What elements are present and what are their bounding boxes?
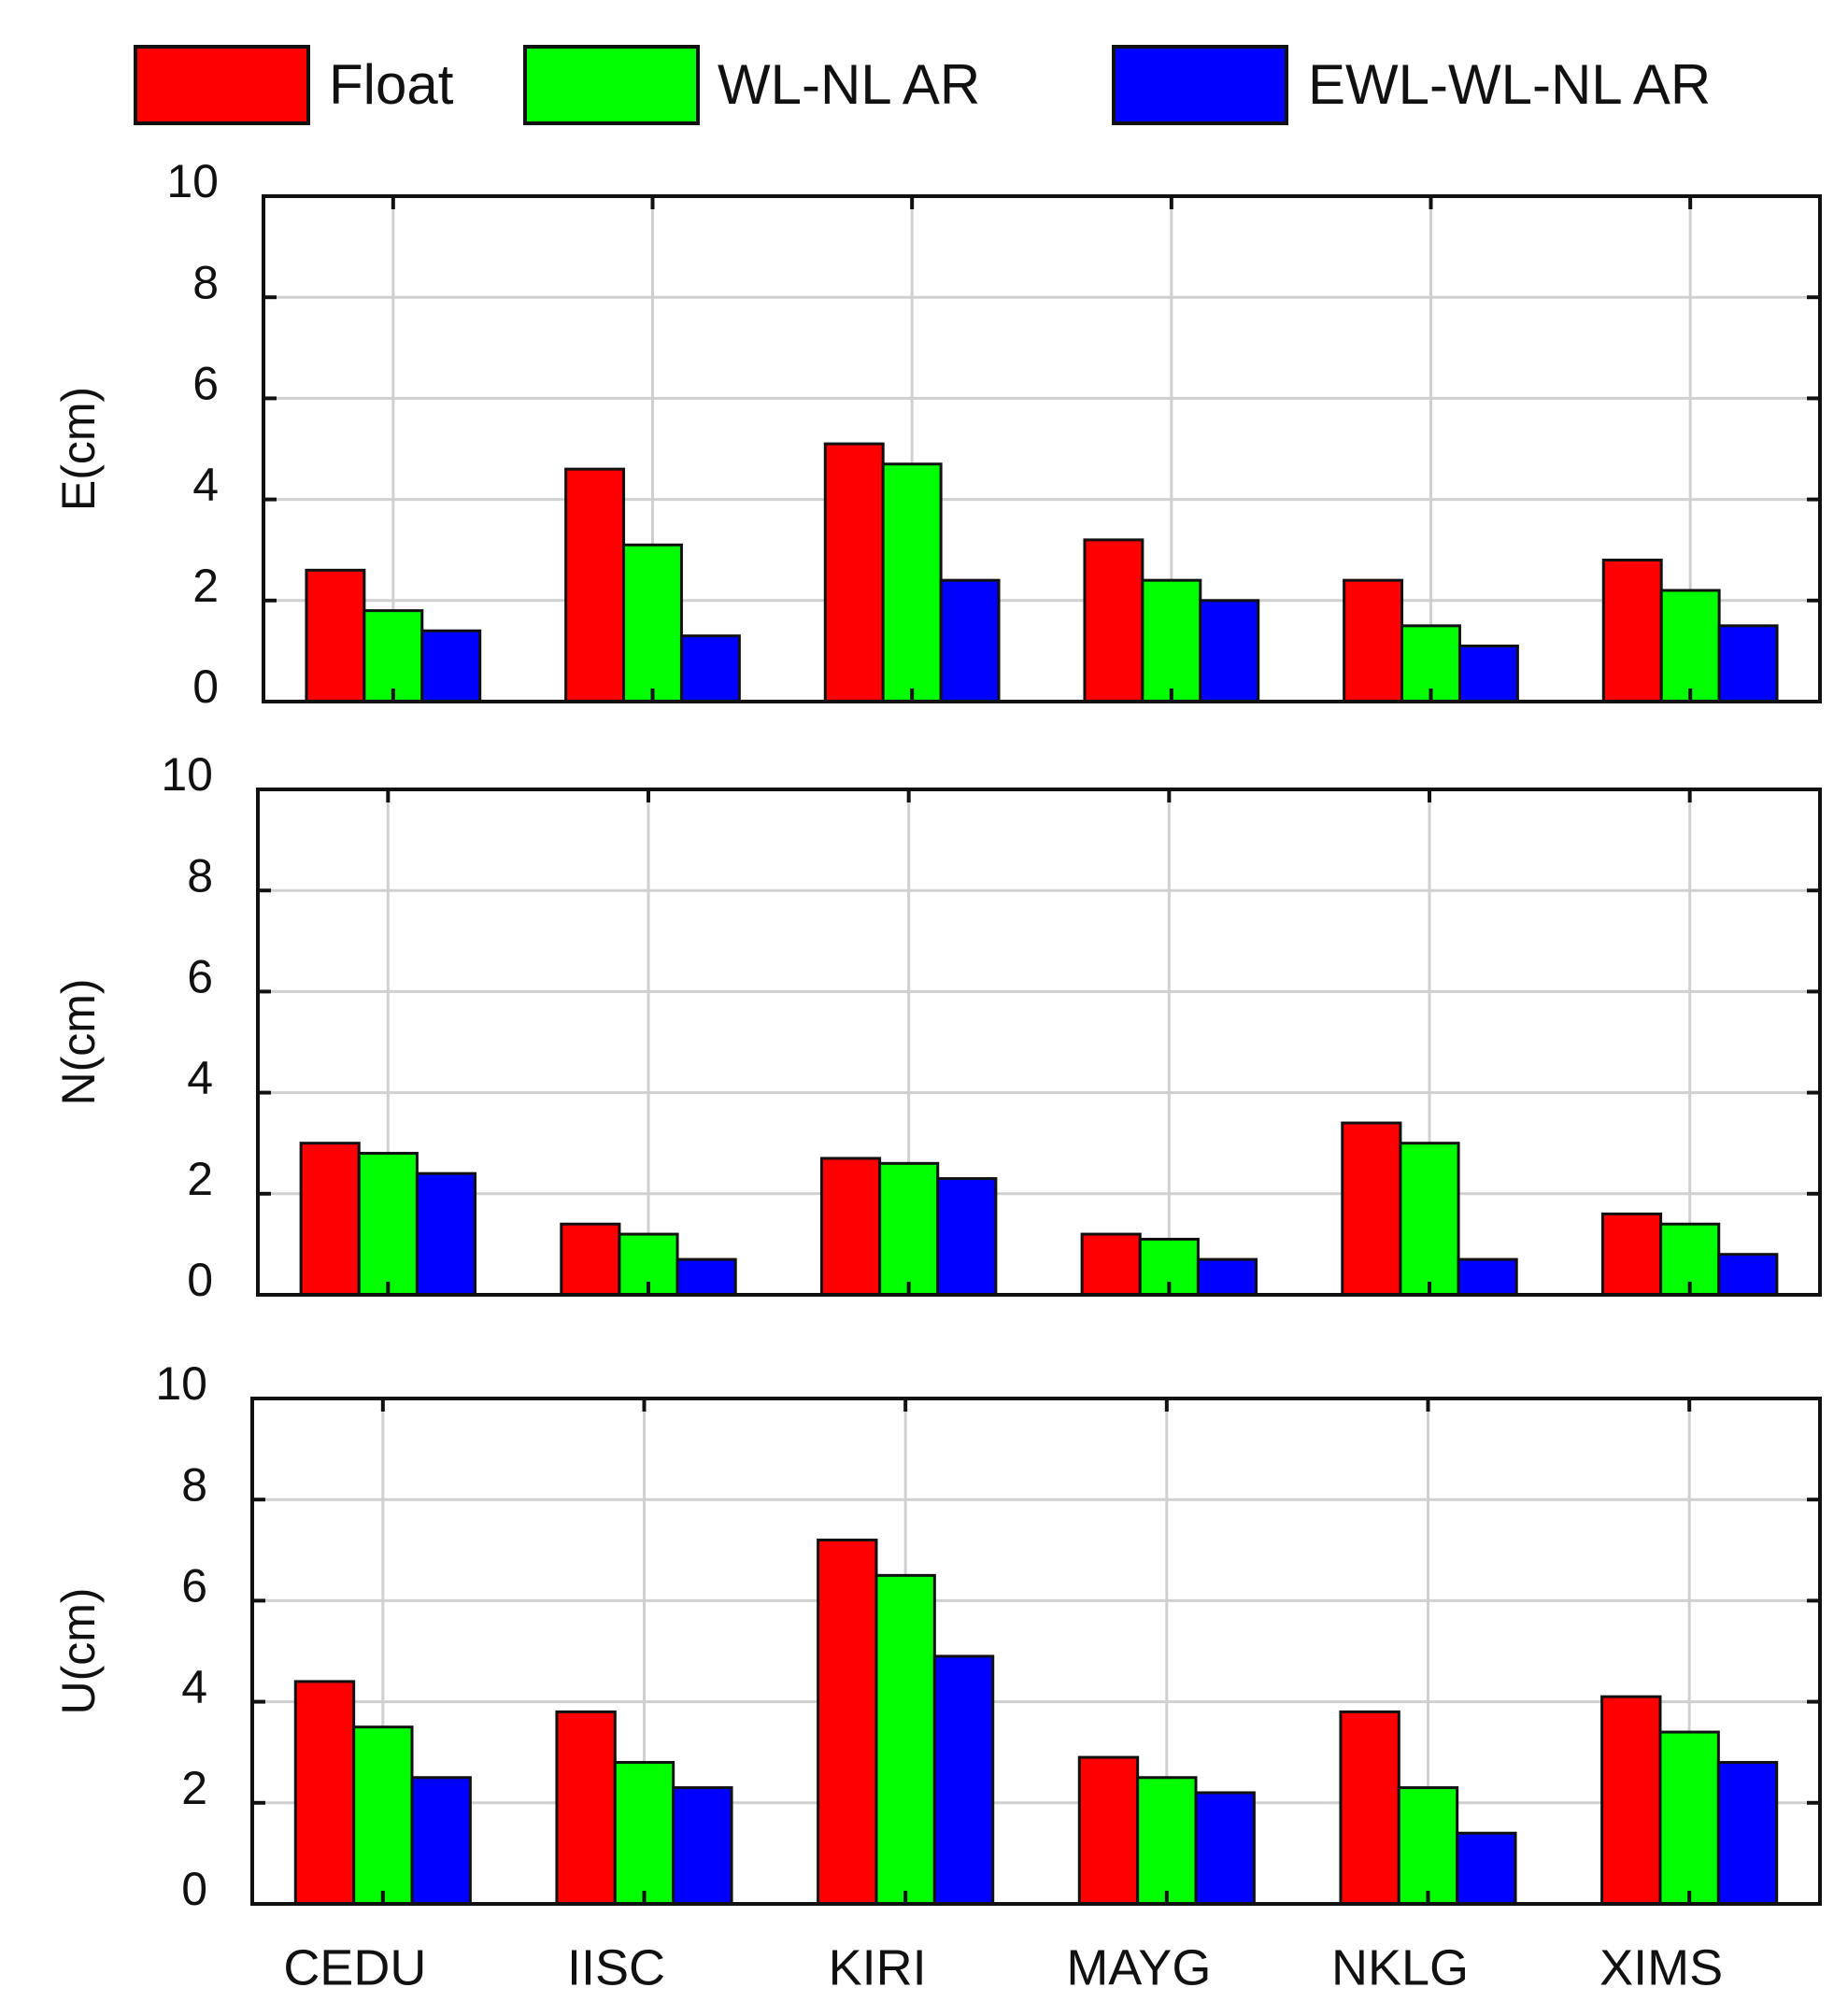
y-axis-label: U(cm) xyxy=(52,1587,105,1714)
bar-n-cm-cedu-wl-nl-ar xyxy=(357,1152,419,1297)
legend-label-ewl-wl-nl-ar: EWL-WL-NL AR xyxy=(1308,53,1711,116)
bar-e-cm-cedu-float xyxy=(305,568,366,703)
y-tick-label: 2 xyxy=(192,560,219,612)
bar-e-cm-mayg-ewl-wl-nl-ar xyxy=(1199,599,1260,703)
y-tick-label: 4 xyxy=(187,1052,213,1104)
legend-label-float: Float xyxy=(329,53,454,116)
bar-e-cm-xims-float xyxy=(1601,559,1663,703)
axes-frame xyxy=(250,1397,1822,1906)
bar-u-cm-kiri-float xyxy=(817,1538,878,1906)
bar-n-cm-nklg-float xyxy=(1341,1121,1402,1297)
axes-frame xyxy=(256,788,1822,1297)
bar-u-cm-kiri-wl-nl-ar xyxy=(874,1573,936,1906)
bar-n-cm-iisc-float xyxy=(560,1222,621,1297)
bar-e-cm-iisc-float xyxy=(564,467,626,703)
bar-n-cm-kiri-float xyxy=(819,1157,882,1297)
x-category-label-cedu: CEDU xyxy=(283,1939,426,1995)
bar-n-cm-kiri-wl-nl-ar xyxy=(878,1161,940,1297)
bar-u-cm-nklg-ewl-wl-nl-ar xyxy=(1456,1831,1517,1906)
panel-up: 0 2 4 6 8 10 U(cm) CEDU IISC KIRI MAYG NKLG XIMS xyxy=(52,1357,1822,1995)
legend-swatch-wl-nl-ar xyxy=(523,45,700,125)
y-tick-label: 8 xyxy=(192,256,219,308)
y-axis-label: E(cm) xyxy=(52,387,105,511)
bar-e-cm-mayg-wl-nl-ar xyxy=(1141,578,1202,703)
x-category-label-xims: XIMS xyxy=(1599,1939,1723,1995)
y-tick-label: 6 xyxy=(192,358,219,410)
bar-u-cm-mayg-ewl-wl-nl-ar xyxy=(1194,1791,1256,1906)
panel-north: 0 2 4 6 8 10 N(cm) xyxy=(52,748,1822,1306)
bar-e-cm-cedu-wl-nl-ar xyxy=(362,609,424,703)
y-tick-label: 10 xyxy=(155,1357,207,1410)
y-tick-label: 2 xyxy=(181,1762,207,1814)
y-tick-label: 10 xyxy=(161,748,213,801)
y-tick-label: 4 xyxy=(192,459,219,511)
bar-n-cm-xims-float xyxy=(1600,1212,1663,1297)
bar-n-cm-nklg-wl-nl-ar xyxy=(1399,1142,1460,1297)
bar-u-cm-iisc-wl-nl-ar xyxy=(613,1761,675,1906)
axes-frame xyxy=(262,194,1822,703)
bar-u-cm-iisc-ewl-wl-nl-ar xyxy=(672,1786,733,1906)
bar-u-cm-mayg-wl-nl-ar xyxy=(1136,1776,1198,1906)
legend: Float WL-NL AR EWL-WL-NL AR xyxy=(134,45,1711,125)
bar-e-cm-cedu-ewl-wl-nl-ar xyxy=(420,629,482,703)
legend-swatch-ewl-wl-nl-ar xyxy=(1112,45,1288,125)
bar-u-cm-cedu-ewl-wl-nl-ar xyxy=(410,1776,472,1906)
legend-swatch-float xyxy=(134,45,310,125)
bar-n-cm-iisc-ewl-wl-nl-ar xyxy=(675,1257,737,1297)
bar-e-cm-mayg-float xyxy=(1083,538,1144,703)
y-tick-label: 8 xyxy=(187,849,213,902)
bar-u-cm-mayg-float xyxy=(1077,1755,1140,1906)
y-tick-label: 6 xyxy=(187,951,213,1003)
bar-n-cm-mayg-ewl-wl-nl-ar xyxy=(1196,1257,1258,1297)
x-category-label-kiri: KIRI xyxy=(829,1939,927,1995)
bar-u-cm-nklg-float xyxy=(1339,1710,1400,1906)
bar-e-cm-nklg-float xyxy=(1343,578,1404,703)
y-tick-label: 0 xyxy=(192,660,219,713)
x-category-label-mayg: MAYG xyxy=(1066,1939,1211,1995)
bar-u-cm-cedu-wl-nl-ar xyxy=(352,1725,414,1906)
bar-u-cm-xims-ewl-wl-nl-ar xyxy=(1716,1761,1779,1906)
bar-e-cm-iisc-wl-nl-ar xyxy=(622,543,683,703)
bar-u-cm-cedu-float xyxy=(293,1680,356,1906)
bar-e-cm-iisc-ewl-wl-nl-ar xyxy=(679,634,741,703)
bar-u-cm-kiri-ewl-wl-nl-ar xyxy=(932,1654,995,1906)
bar-e-cm-nklg-ewl-wl-nl-ar xyxy=(1457,644,1519,703)
bar-n-cm-xims-ewl-wl-nl-ar xyxy=(1717,1253,1779,1297)
bar-n-cm-kiri-ewl-wl-nl-ar xyxy=(936,1177,998,1297)
bar-u-cm-xims-float xyxy=(1600,1695,1662,1906)
x-category-label-iisc: IISC xyxy=(567,1939,665,1995)
bar-n-cm-cedu-ewl-wl-nl-ar xyxy=(415,1171,477,1297)
bar-n-cm-mayg-float xyxy=(1080,1232,1142,1297)
bar-u-cm-iisc-float xyxy=(555,1710,617,1906)
y-tick-label: 4 xyxy=(181,1661,207,1713)
x-category-label-nklg: NKLG xyxy=(1331,1939,1469,1995)
y-tick-label: 0 xyxy=(181,1863,207,1915)
bar-u-cm-nklg-wl-nl-ar xyxy=(1397,1786,1459,1906)
bar-e-cm-kiri-wl-nl-ar xyxy=(881,462,943,703)
bar-n-cm-cedu-float xyxy=(299,1142,361,1297)
y-tick-label: 8 xyxy=(181,1458,207,1511)
bar-e-cm-xims-ewl-wl-nl-ar xyxy=(1717,624,1779,703)
panel-east: 0 2 4 6 8 10 E(cm) xyxy=(52,155,1822,713)
legend-label-wl-nl-ar: WL-NL AR xyxy=(718,53,980,116)
bar-u-cm-xims-wl-nl-ar xyxy=(1658,1730,1720,1906)
y-tick-label: 6 xyxy=(181,1560,207,1612)
bar-e-cm-xims-wl-nl-ar xyxy=(1659,589,1721,703)
bar-e-cm-kiri-float xyxy=(823,442,885,703)
y-tick-label: 0 xyxy=(187,1254,213,1306)
bar-e-cm-kiri-ewl-wl-nl-ar xyxy=(939,578,1001,703)
y-axis-label: N(cm) xyxy=(52,978,105,1105)
bar-n-cm-nklg-ewl-wl-nl-ar xyxy=(1457,1257,1518,1297)
y-tick-label: 10 xyxy=(166,155,219,207)
y-tick-label: 2 xyxy=(187,1153,213,1205)
